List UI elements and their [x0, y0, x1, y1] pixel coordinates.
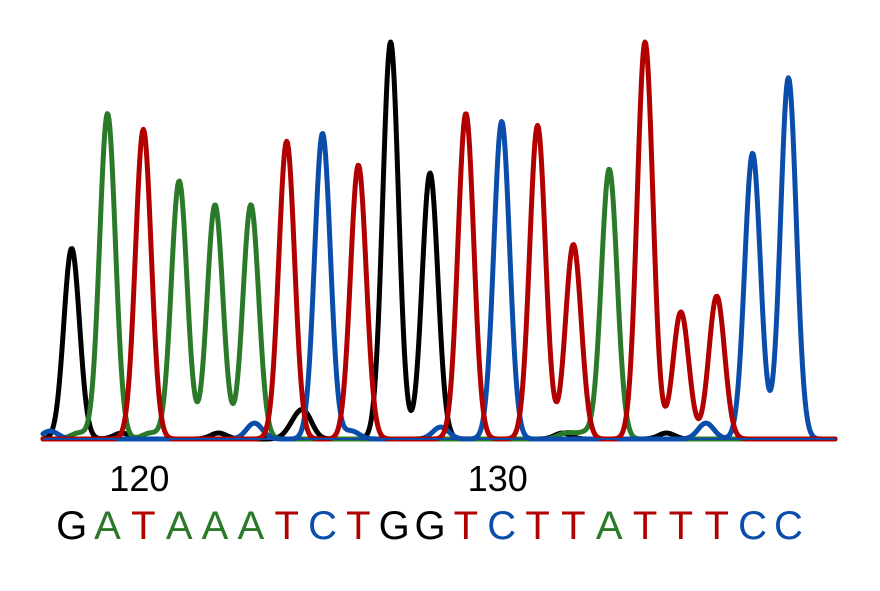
base-call-T: T — [705, 504, 729, 548]
base-call-A: A — [94, 504, 121, 548]
base-call-A: A — [166, 504, 193, 548]
base-call-A: A — [202, 504, 229, 548]
base-call-A: A — [596, 504, 623, 548]
base-call-T: T — [346, 504, 370, 548]
base-call-G: G — [414, 504, 445, 548]
base-call-T: T — [131, 504, 155, 548]
base-call-T: T — [454, 504, 478, 548]
base-call-C: C — [738, 504, 767, 548]
tick-labels: 120 130 — [109, 458, 527, 499]
base-call-C: C — [774, 504, 803, 548]
base-call-T: T — [669, 504, 693, 548]
trace-T — [40, 39, 838, 442]
base-call-C: C — [487, 504, 516, 548]
base-call-T: T — [561, 504, 585, 548]
x-tick-label: 130 — [468, 458, 528, 499]
base-call-T: T — [274, 504, 298, 548]
base-call-G: G — [56, 504, 87, 548]
base-call-A: A — [238, 504, 265, 548]
base-call-G: G — [379, 504, 410, 548]
base-call-T: T — [525, 504, 549, 548]
base-call-C: C — [308, 504, 337, 548]
x-tick-label: 120 — [109, 458, 169, 499]
trace-G — [40, 39, 838, 442]
base-call-T: T — [633, 504, 657, 548]
trace-layer — [40, 39, 838, 442]
